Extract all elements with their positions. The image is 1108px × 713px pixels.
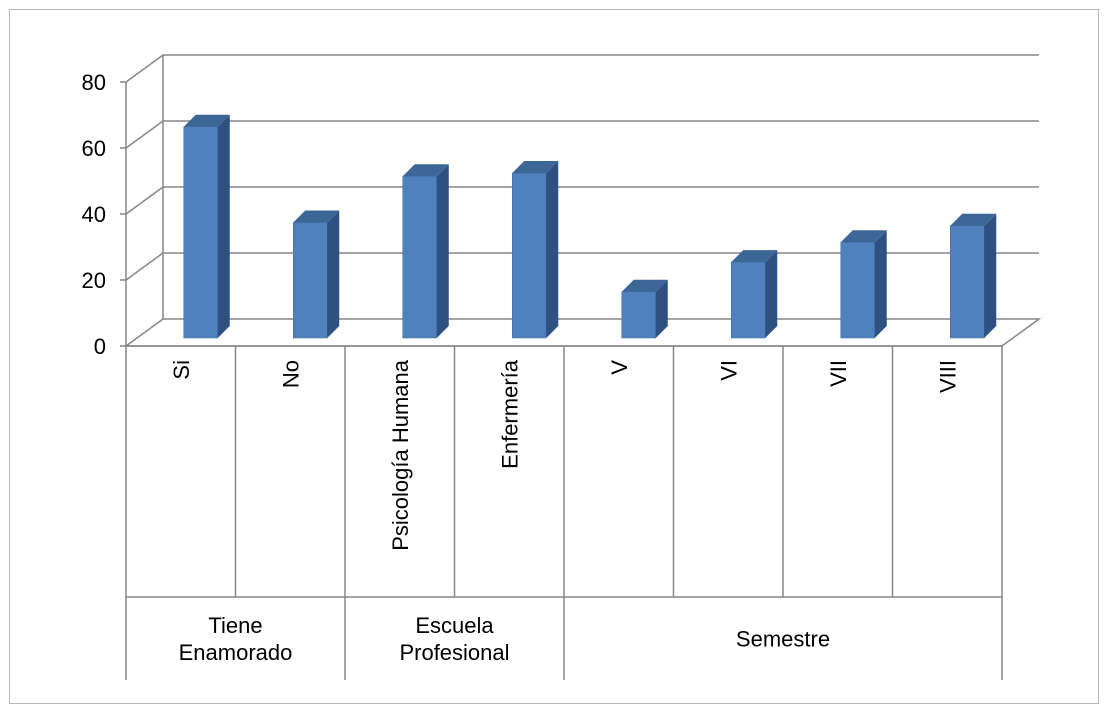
chart-border [9, 9, 1099, 704]
bar-top [621, 279, 668, 292]
bar-side [327, 210, 340, 338]
bar-front [293, 222, 328, 339]
x-tick-label: Si [169, 360, 194, 380]
floor [123, 318, 1042, 347]
x-tick-label: Psicología Humana [388, 359, 413, 551]
bar-front [512, 172, 547, 339]
bar-top [731, 250, 778, 263]
y-axis-ticks: 0 20 40 60 80 [82, 70, 126, 359]
x-group-label: Semestre [736, 627, 830, 652]
bar-si [183, 114, 230, 339]
x-tick-label: VI [716, 360, 741, 381]
bar-front [731, 261, 766, 339]
x-tick-label: Enfermería [497, 359, 522, 469]
x-group-label: Enamorado [179, 640, 293, 665]
bar-enfermería [512, 161, 559, 339]
bar-front [183, 126, 218, 339]
gridline [125, 120, 1039, 149]
bar-side [217, 114, 230, 338]
bar-side [765, 250, 778, 338]
x-tick-label: VII [826, 360, 851, 387]
bar-front [621, 291, 656, 339]
y-tick-label: 60 [82, 136, 106, 161]
x-group-label: Tiene [208, 613, 262, 638]
y-tick-label: 80 [82, 70, 106, 95]
bar-viii [950, 213, 997, 339]
bar-psicología-humana [402, 164, 449, 339]
bar-top [183, 114, 230, 127]
x-group-label: Profesional [399, 640, 509, 665]
bar-front [950, 225, 985, 339]
bar-side [436, 164, 449, 338]
gridlines [125, 54, 1039, 281]
bar-top [293, 210, 340, 223]
bar-top [402, 164, 449, 177]
bar-side [546, 161, 559, 338]
chart-walls [123, 55, 1042, 347]
bar-front [840, 242, 875, 339]
x-axis: Si No Psicología Humana Enfermería V VI VII VII… [125, 345, 1003, 680]
bar-vi [731, 250, 778, 339]
x-tick-label: No [278, 360, 303, 388]
bar-side [655, 279, 668, 338]
gridline [125, 186, 1039, 215]
x-tick-label: V [607, 360, 632, 375]
bar-side [984, 213, 997, 338]
bars [183, 114, 997, 339]
x-tick-label: VIII [935, 360, 960, 393]
y-tick-label: 40 [82, 202, 106, 227]
bar-no [293, 210, 340, 339]
bar-top [840, 230, 887, 243]
bar-front [402, 176, 437, 339]
gridline [125, 252, 1039, 281]
bar-vii [840, 230, 887, 339]
bar-top [950, 213, 997, 226]
gridline [125, 54, 1039, 83]
x-group-label: Escuela [415, 613, 494, 638]
y-tick-label: 20 [82, 268, 106, 293]
bar-v [621, 279, 668, 339]
bar-side [874, 230, 887, 338]
bar-top [512, 161, 559, 173]
y-tick-label: 0 [94, 334, 106, 359]
